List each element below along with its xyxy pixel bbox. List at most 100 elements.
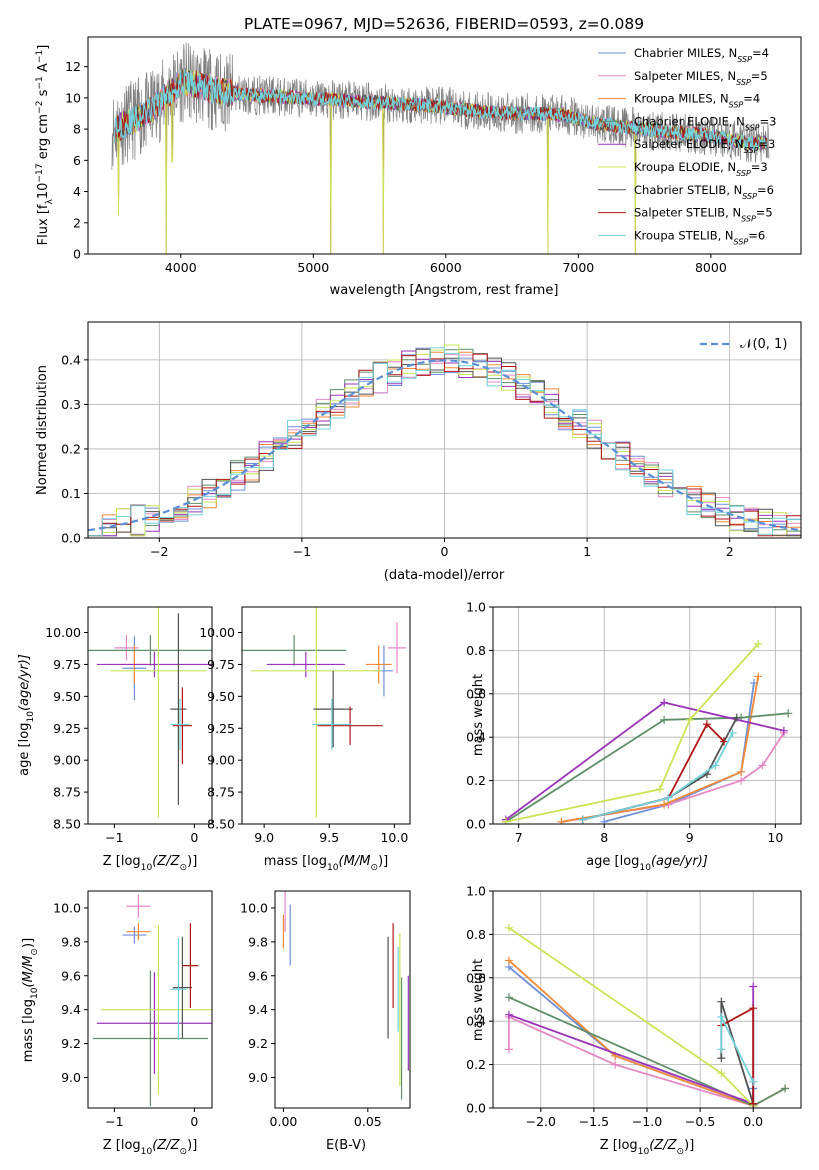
label-part: age [log	[586, 854, 639, 869]
gaussian-curve	[88, 359, 801, 532]
legend-subscript: SSP	[729, 100, 744, 109]
errorbar-point	[110, 607, 207, 818]
x-axis-label: wavelength [Angstrom, rest frame]	[330, 283, 559, 298]
y-tick-label: 0.4	[61, 352, 81, 367]
weight-series	[561, 732, 785, 823]
weight-vs-z-axes	[493, 890, 801, 1109]
x-tick-label: −1	[293, 544, 311, 559]
weight-series	[582, 732, 734, 821]
legend-nssp: =3	[758, 137, 775, 151]
weight-marker	[779, 726, 788, 735]
x-tick-label: 0.00	[270, 1114, 298, 1129]
weight-marker	[504, 1045, 513, 1054]
legend-nssp: =6	[757, 183, 774, 197]
weight-marker	[758, 761, 767, 770]
weight-marker	[660, 800, 669, 809]
label-part: 10	[30, 987, 40, 999]
label-part: 10	[638, 1147, 650, 1157]
legend-entry: 𝒩(0, 1)	[740, 337, 787, 352]
weight-series	[508, 986, 755, 1105]
y-tick-label: 9.6	[61, 968, 81, 983]
y-tick-label: 1.0	[466, 600, 486, 615]
legend-entry: Salpeter MILES, NSSP=5	[634, 69, 768, 87]
y-tick-label: 0.0	[466, 1101, 486, 1116]
weight-marker	[685, 715, 694, 724]
y-tick-label: 9.2	[248, 1036, 268, 1051]
label-part: −2	[35, 101, 45, 114]
legend-subscript: SSP	[742, 191, 757, 200]
label-part: )]	[684, 1138, 694, 1153]
y-tick-label: 0.2	[466, 1057, 486, 1072]
x-axis-label: Z [log10(Z/Z⊙)]	[103, 1138, 198, 1157]
label-part: Flux [f	[36, 204, 51, 245]
label-part: 10	[26, 711, 36, 723]
y-tick-label: 0.6	[466, 970, 486, 985]
x-tick-label: −2	[150, 544, 168, 559]
weight-vs-z-plot-area	[504, 923, 790, 1108]
label-part: )]	[187, 1138, 197, 1153]
errorbar-point	[170, 698, 190, 750]
errorbar-point	[88, 635, 212, 666]
weight-vs-age-frame	[492, 606, 802, 825]
weight-series	[505, 712, 789, 823]
label-part: )]	[187, 854, 197, 869]
weight-marker	[611, 1060, 620, 1069]
legend-entry: Salpeter ELODIE, NSSP=3	[634, 137, 775, 155]
label-part: ⊙	[677, 1147, 685, 1157]
y-tick-label: 10	[65, 90, 81, 105]
x-tick-label: 8	[600, 830, 608, 845]
x-tick-label: 9	[686, 830, 694, 845]
label-part: )]	[378, 854, 388, 869]
y-tick-label: 10.00	[199, 625, 235, 640]
label-part: λ	[45, 199, 55, 205]
y-tick-label: 0.8	[466, 643, 486, 658]
x-tick-label: −1.5	[579, 1114, 609, 1129]
label-part: (M/M	[339, 854, 371, 869]
spectrum-frame	[87, 36, 802, 255]
errorbar-point	[96, 972, 212, 1075]
weight-marker	[504, 956, 513, 965]
errorbar-point	[172, 936, 192, 1039]
label-part: ⊙	[370, 863, 378, 873]
y-tick-label: 6	[73, 153, 81, 168]
y-tick-label: 12	[65, 59, 81, 74]
model-spectrum	[113, 69, 768, 151]
legend-subscript: SSP	[736, 77, 751, 86]
y-axis-label: Flux [fλ10−17 erg cm−2 s−1 A−1]	[35, 45, 55, 246]
label-part: A	[36, 63, 51, 76]
x-tick-label: 0.05	[354, 1114, 382, 1129]
label-part: ]	[36, 45, 51, 50]
y-tick-label: 9.0	[248, 1070, 268, 1085]
label-part: )]	[21, 938, 36, 948]
y-tick-label: 8.50	[207, 817, 235, 832]
x-axis-label: age [log10(age/yr)]	[586, 854, 708, 873]
errorbar-point	[317, 706, 383, 745]
label-part: (age/yr)]	[17, 654, 32, 711]
y-tick-label: 9.8	[248, 934, 268, 949]
weight-marker	[660, 715, 669, 724]
x-tick-label: −1	[105, 1114, 123, 1129]
y-tick-label: 0.4	[466, 1014, 486, 1029]
y-tick-label: 0.1	[61, 486, 81, 501]
weight-marker	[728, 728, 737, 737]
legend-nssp: =4	[752, 46, 769, 60]
label-part: ⊙	[180, 1147, 188, 1157]
label-part: 10	[639, 863, 651, 873]
label-part: Z [log	[103, 1138, 141, 1153]
weight-marker	[717, 1069, 726, 1078]
spectrum-plot-area	[111, 42, 770, 254]
errorbar-point	[126, 923, 151, 941]
mass-vs-ebv-plot-area	[282, 891, 409, 1100]
weight-series	[508, 966, 755, 1108]
errorbar-point	[266, 651, 345, 678]
x-tick-label: 5000	[297, 260, 329, 275]
legend-entry: Chabrier STELIB, NSSP=6	[634, 183, 774, 201]
x-tick-label: 0	[190, 1114, 198, 1129]
y-tick-label: 9.6	[248, 968, 268, 983]
label-part: 10	[327, 863, 339, 873]
y-axis-label: mass [log10(M/M⊙)]	[21, 938, 40, 1062]
legend-nssp: =5	[751, 69, 768, 83]
y-tick-label: 9.25	[53, 721, 81, 736]
x-tick-label: 2	[726, 544, 734, 559]
label-part: (Z/Z	[649, 1138, 677, 1153]
